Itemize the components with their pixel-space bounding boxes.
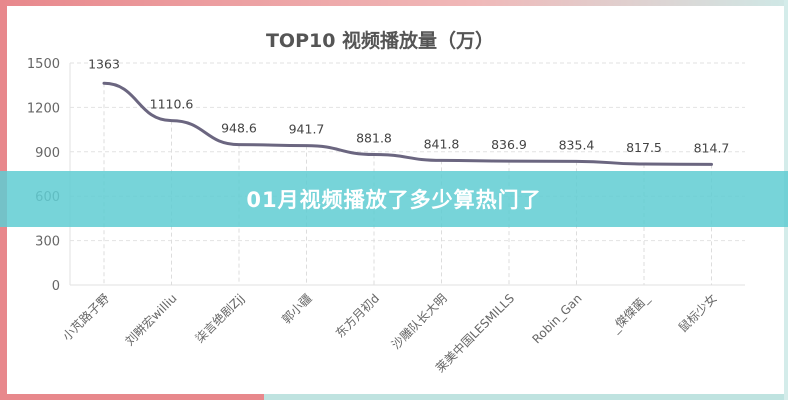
x-tick-label: _傑傑菌_ [608,291,653,336]
x-tick-label: 小芃路子野 [59,291,112,344]
data-label: 836.9 [491,137,527,152]
x-tick-label: 鼠标少女 [675,291,720,336]
chart-title: TOP10 视频播放量（万） [266,29,494,52]
data-label: 841.8 [424,136,460,151]
border-top [0,0,788,6]
data-label: 1363 [88,56,120,71]
data-label: 881.8 [356,130,392,145]
x-tick-label: 柒言绝剧Zjj [192,291,247,346]
data-label: 835.4 [559,137,595,152]
banner-text: 01月视频播放了多少算热门了 [246,188,542,212]
banner: 01月视频播放了多少算热门了 [0,171,788,227]
x-tick-label: 刘畊宏williu [122,291,180,349]
y-tick-label: 900 [35,146,60,161]
y-tick-label: 300 [35,235,60,250]
border-bottom-right [264,394,788,400]
data-label: 948.6 [221,121,257,136]
data-label: 814.7 [694,140,730,155]
y-tick-label: 1200 [27,101,60,116]
x-tick-label: Robin_Gan [529,291,584,346]
x-tick-label: 东方月初d [332,291,382,341]
y-tick-label: 1500 [27,57,60,72]
border-bottom-left [0,394,264,400]
series-line [102,81,713,166]
data-label: 1110.6 [150,97,194,112]
x-tick-label: 沙雕队长大明 [388,291,450,353]
y-tick-label: 0 [52,279,60,294]
data-label: 941.7 [289,122,325,137]
data-label: 817.5 [626,140,662,155]
x-tick-label: 郭小疆 [279,291,314,326]
